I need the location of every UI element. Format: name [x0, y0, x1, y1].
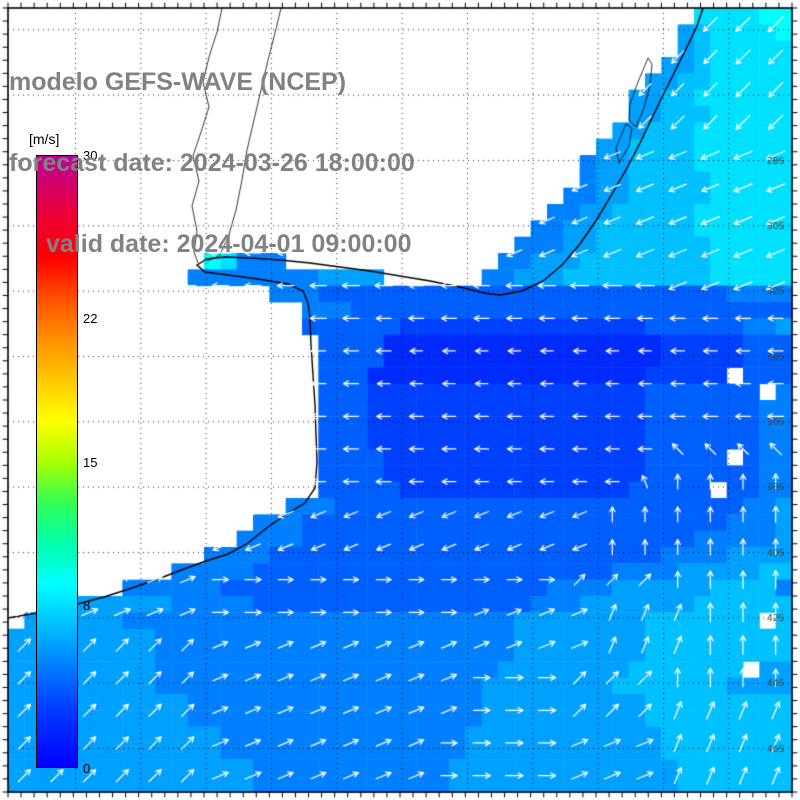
- forecast-date: forecast date: 2024-03-26 18:00:00: [9, 149, 415, 177]
- colorbar: 30 22 15 8 0: [36, 148, 97, 776]
- colorbar-tick-label: 15: [83, 454, 98, 470]
- colorbar-tick-label: 30: [83, 148, 98, 163]
- colorbar-tick-label: 22: [83, 311, 98, 327]
- colorbar-gradient: [36, 155, 78, 768]
- model-title: modelo GEFS-WAVE (NCEP): [9, 68, 347, 96]
- colorbar-unit-label: [m/s]: [29, 131, 60, 147]
- valid-date: valid date: 2024-04-01 09:00:00: [46, 230, 412, 258]
- colorbar-tick-label: 8: [83, 597, 91, 613]
- colorbar-tick-label: 0: [83, 761, 91, 776]
- map-header: modelo GEFS-WAVE (NCEP) forecast date: 2…: [9, 15, 415, 312]
